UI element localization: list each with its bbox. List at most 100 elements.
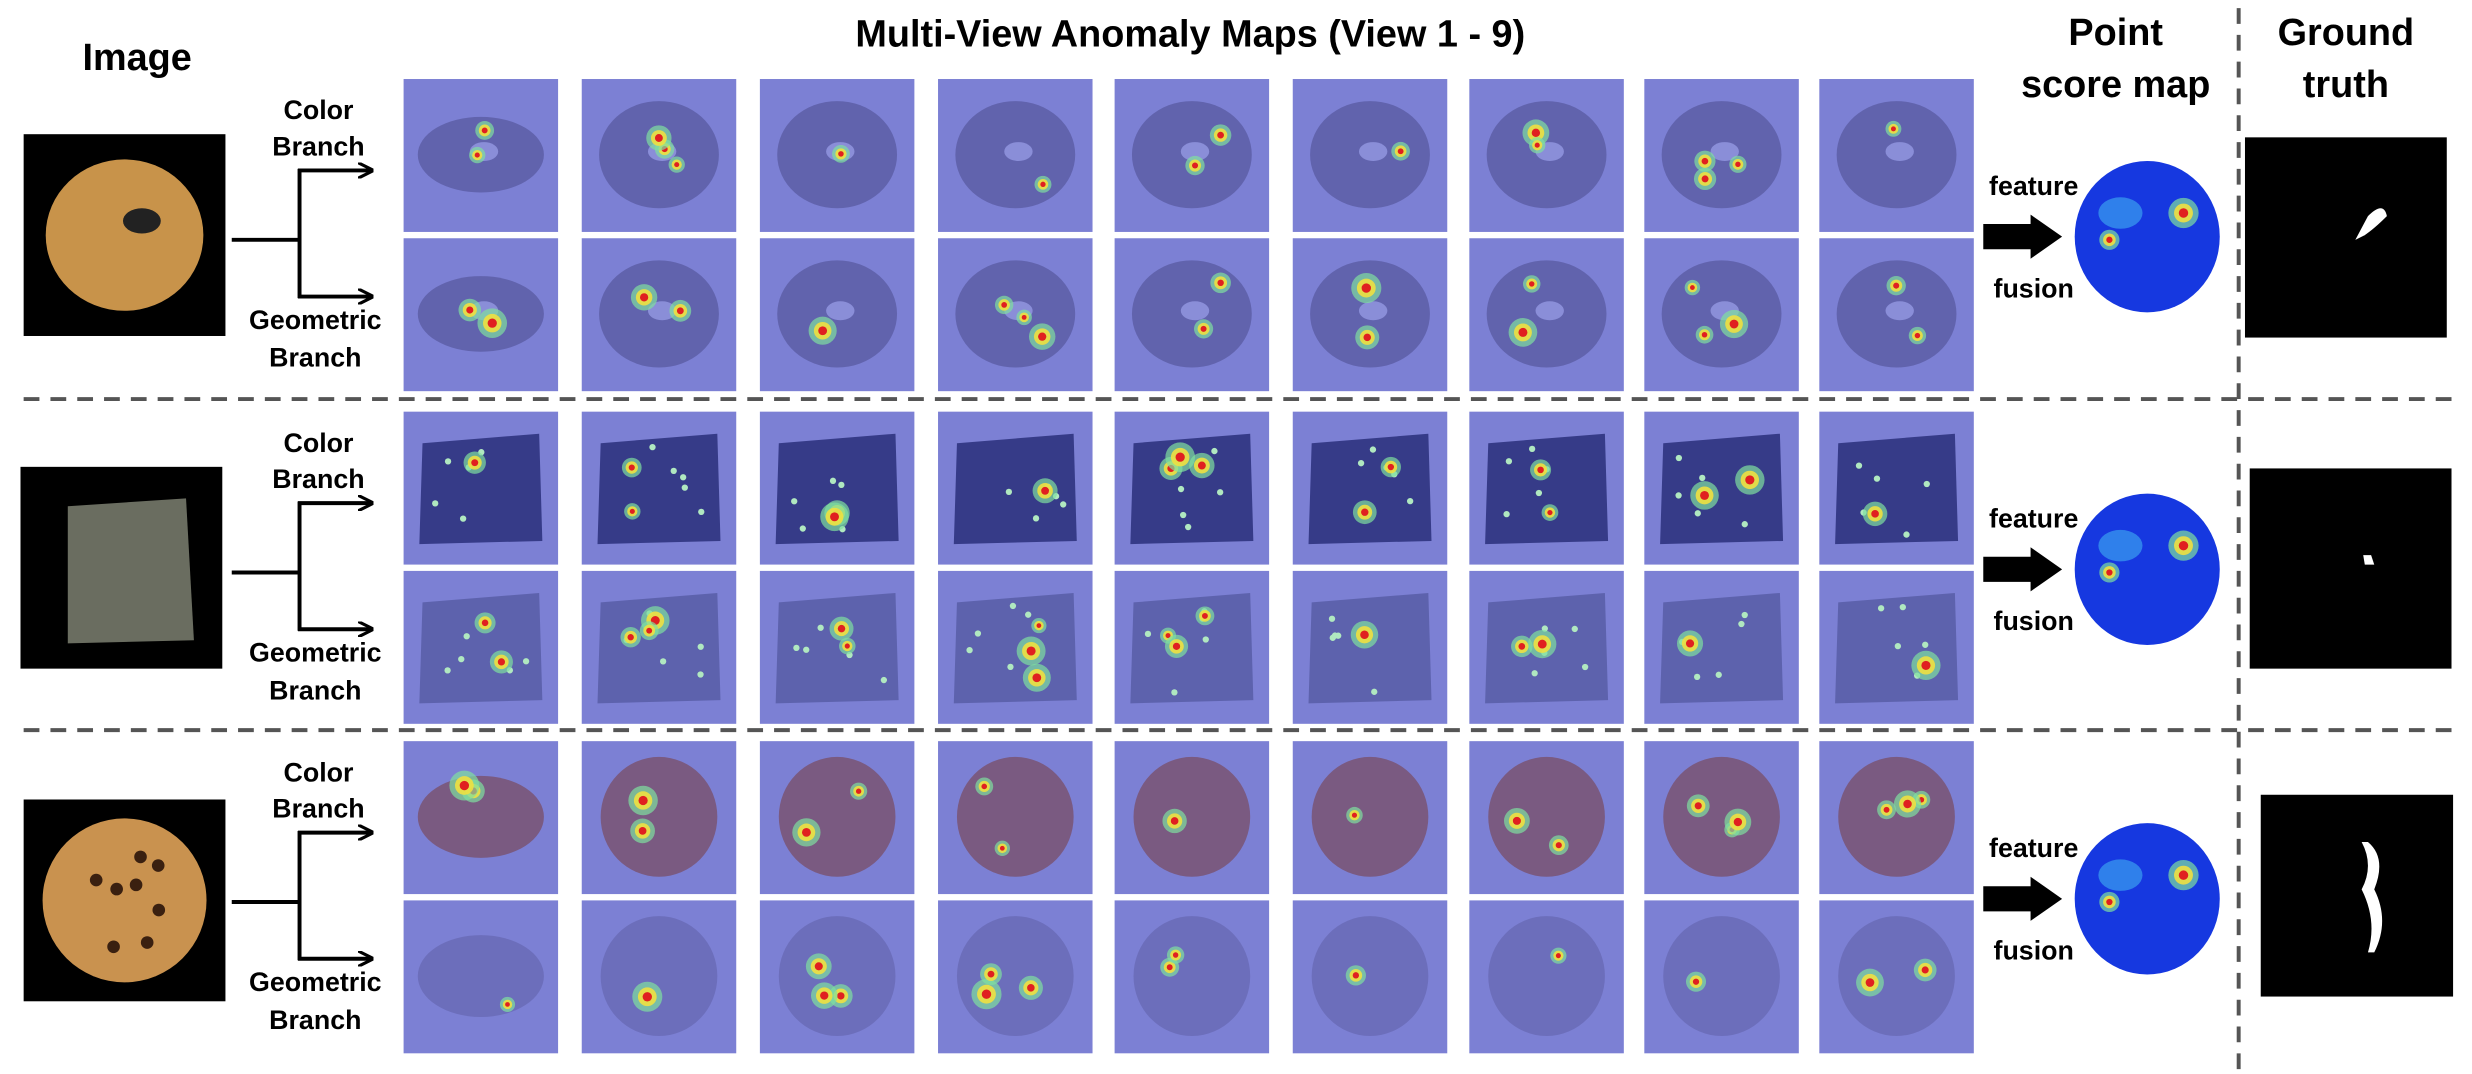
chip [140,936,154,949]
anomaly-map [403,900,559,1054]
heat-core [1165,633,1171,639]
spike [966,646,973,654]
heat-core [1735,161,1741,168]
block-arrow [1983,214,2063,259]
spike [659,658,667,665]
anomaly-map [581,900,737,1054]
object-hole [1004,142,1033,161]
heat-core [629,508,635,514]
anomaly-map [759,741,915,895]
score-object [2074,160,2220,313]
heat-core [1170,817,1179,825]
object [417,775,544,858]
object [419,592,543,704]
heat-core [1700,490,1710,500]
object [42,818,207,983]
spike [1357,460,1365,467]
heat-core [830,512,839,522]
spike [1741,611,1748,619]
object [1311,916,1429,1036]
heat-core [1360,630,1369,640]
fusion-label: feature [1989,171,2078,201]
heat-core [1531,128,1541,138]
geometric-branch-label: Geometric [249,638,382,668]
heat-core [1871,510,1879,518]
spike [799,525,806,532]
heat-core [466,306,474,314]
anomaly-map [1292,570,1448,724]
heat-core [837,992,845,1000]
heat-core [1041,486,1050,495]
object [600,756,718,877]
anomaly-map [1819,79,1974,232]
heat-core [1555,953,1561,959]
anomaly-map [403,411,559,565]
geometric-branch-label: Branch [269,1005,361,1035]
heat-core [1038,332,1047,341]
heat-core [2178,870,2189,880]
heat-core [1363,333,1372,342]
heat-core [674,162,680,168]
heat-core [1701,175,1709,183]
anomaly-map [1114,79,1270,232]
spike [1528,445,1536,453]
color-branch-label: Color [283,757,354,787]
spike [803,646,810,653]
spike [1741,521,1748,528]
geometric-branch-label: Branch [269,675,361,705]
color-branch-label: Branch [272,794,364,824]
spike [458,655,465,663]
heat-core [981,783,988,790]
spike [1855,462,1863,469]
spike [1184,523,1192,531]
spike [1694,510,1701,517]
anomaly-map [1292,411,1448,565]
spike [1180,511,1187,519]
object [597,433,721,545]
spike [1216,489,1224,496]
fusion-label: feature [1989,833,2078,863]
spike [1535,489,1543,497]
anomaly-map [1644,238,1799,392]
heat-core [1689,285,1695,290]
heat-core [1692,978,1700,985]
spike [697,671,704,678]
spike [1371,688,1378,695]
heat-core [1351,812,1358,818]
object [778,916,896,1036]
object [417,935,544,1018]
heat-core [1921,966,1929,974]
mask [2361,842,2383,953]
spike [1877,605,1885,612]
heat-core [1518,642,1526,650]
header-gt: Ground [2278,12,2415,54]
object-hole [1535,301,1564,321]
spike [444,458,452,465]
object [1311,756,1429,877]
heat-core [1745,475,1755,485]
spike [1503,511,1510,518]
spike [444,667,451,674]
spike [1025,611,1032,618]
spike [1007,663,1014,671]
object [1308,592,1432,704]
anomaly-map [759,570,915,724]
chip [110,882,123,896]
heat-core [1027,984,1035,992]
score-object [2074,493,2220,645]
anomaly-map [403,79,559,232]
heat-core [497,658,506,666]
spike [698,508,705,516]
chip [107,940,120,954]
heat-core [1192,162,1199,169]
header-gt: truth [2303,64,2389,106]
object [1660,592,1784,704]
spike [793,644,800,652]
heat-core [1694,802,1702,810]
object [1130,433,1254,545]
heat-core [1512,816,1521,825]
spike [459,515,467,522]
anomaly-map [1114,741,1270,895]
ground-truth [2249,468,2452,669]
heat-core [1903,799,1912,809]
